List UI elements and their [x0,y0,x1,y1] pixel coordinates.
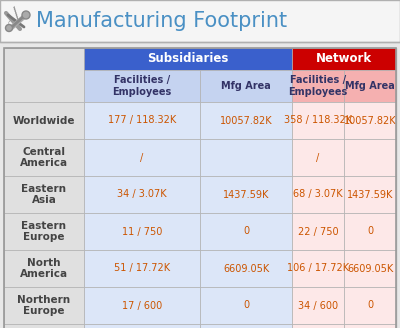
Text: /: / [140,153,144,162]
Bar [344,70,396,102]
Bar [4,176,84,213]
Bar [4,250,84,287]
Text: Northern
Europe: Northern Europe [18,295,70,316]
Text: Mfg Area: Mfg Area [221,81,271,91]
Text: ╱: ╱ [8,8,27,27]
Bar [292,70,344,102]
Bar [84,324,200,328]
Text: 34 / 600: 34 / 600 [298,300,338,311]
Text: 177 / 118.32K: 177 / 118.32K [108,115,176,126]
Text: Network: Network [316,52,372,66]
Text: 106 / 17.72K: 106 / 17.72K [287,263,349,274]
Bar [292,250,344,287]
Text: 0: 0 [367,227,373,236]
Bar [344,213,396,250]
Bar [200,176,292,213]
Bar [84,48,292,70]
Text: Facilities /
Employees: Facilities / Employees [288,75,348,97]
Bar [84,102,200,139]
Text: 10057.82K: 10057.82K [344,115,396,126]
Bar [292,176,344,213]
Text: 6609.05K: 6609.05K [347,263,393,274]
Bar [200,287,292,324]
Text: 6609.05K: 6609.05K [223,263,269,274]
Bar [200,213,292,250]
Bar [292,213,344,250]
Bar [292,102,344,139]
Text: Subsidiaries: Subsidiaries [147,52,229,66]
Text: 22 / 750: 22 / 750 [298,227,338,236]
Bar [344,250,396,287]
Text: Mfg Area: Mfg Area [345,81,395,91]
Text: Manufacturing Footprint: Manufacturing Footprint [36,11,287,31]
Bar [200,70,292,102]
Bar [84,176,200,213]
Bar [0,0,400,42]
Bar [200,139,292,176]
Bar [4,324,84,328]
Bar [4,48,84,102]
Bar [0,0,400,42]
Circle shape [22,11,30,19]
Bar [84,250,200,287]
Bar [200,324,292,328]
Bar [344,324,396,328]
Text: 11 / 750: 11 / 750 [122,227,162,236]
Text: North
America: North America [20,258,68,279]
Bar [292,287,344,324]
Text: 1437.59K: 1437.59K [347,190,393,199]
Bar [344,287,396,324]
Text: Central
America: Central America [20,147,68,168]
Text: Facilities /
Employees: Facilities / Employees [112,75,172,97]
Text: Eastern
Europe: Eastern Europe [22,221,66,242]
Text: 51 / 17.72K: 51 / 17.72K [114,263,170,274]
Bar [292,48,396,70]
Bar [4,139,84,176]
Bar [292,324,344,328]
Text: Eastern
Asia: Eastern Asia [22,184,66,205]
Text: 17 / 600: 17 / 600 [122,300,162,311]
Bar [84,287,200,324]
Bar [4,102,84,139]
Bar [200,102,292,139]
Bar [344,176,396,213]
Bar [84,139,200,176]
Text: 34 / 3.07K: 34 / 3.07K [117,190,167,199]
Text: 0: 0 [367,300,373,311]
Bar [344,102,396,139]
Text: 1437.59K: 1437.59K [223,190,269,199]
Circle shape [6,25,12,31]
Bar [292,139,344,176]
Bar [200,250,292,287]
Text: 0: 0 [243,227,249,236]
Text: 0: 0 [243,300,249,311]
Text: 358 / 118.32K: 358 / 118.32K [284,115,352,126]
Bar [84,70,200,102]
Bar [4,287,84,324]
Text: ○: ○ [8,18,15,28]
Bar [4,213,84,250]
Text: 68 / 3.07K: 68 / 3.07K [293,190,343,199]
Bar [344,139,396,176]
Text: Worldwide: Worldwide [13,115,75,126]
Bar [84,213,200,250]
Text: /: / [316,153,320,162]
Text: 10057.82K: 10057.82K [220,115,272,126]
